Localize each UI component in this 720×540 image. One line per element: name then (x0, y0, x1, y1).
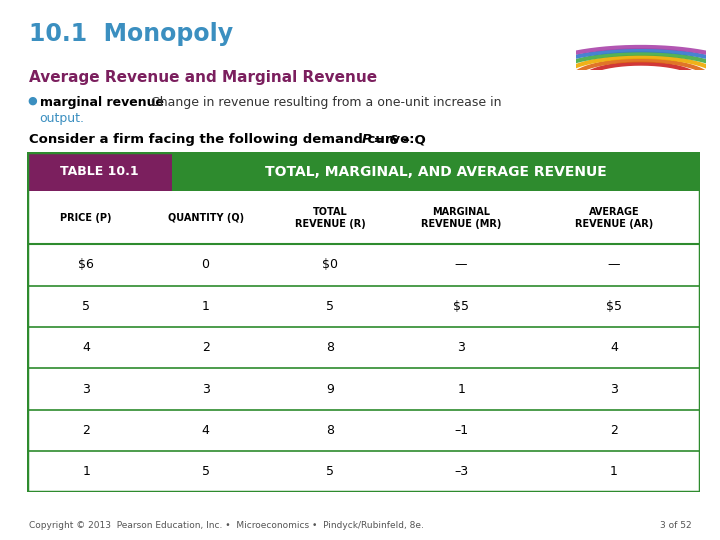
FancyBboxPatch shape (172, 152, 700, 191)
Text: TOTAL, MARGINAL, AND AVERAGE REVENUE: TOTAL, MARGINAL, AND AVERAGE REVENUE (265, 165, 607, 179)
FancyBboxPatch shape (27, 152, 172, 191)
Text: Copyright © 2013  Pearson Education, Inc. •  Microeconomics •  Pindyck/Rubinfeld: Copyright © 2013 Pearson Education, Inc.… (29, 521, 423, 530)
Text: 1: 1 (82, 465, 90, 478)
Text: 8: 8 (326, 424, 334, 437)
Text: $0: $0 (322, 258, 338, 271)
Text: marginal revenue: marginal revenue (40, 96, 163, 109)
Text: 5: 5 (82, 300, 90, 313)
Text: —: — (608, 258, 621, 271)
Text: –1: –1 (454, 424, 468, 437)
Text: 4: 4 (82, 341, 90, 354)
Text: 3: 3 (202, 382, 210, 395)
Text: P: P (361, 133, 372, 146)
Text: Change in revenue resulting from a one-unit increase in: Change in revenue resulting from a one-u… (139, 96, 501, 109)
Text: 9: 9 (326, 382, 334, 395)
Text: MARGINAL
REVENUE (MR): MARGINAL REVENUE (MR) (421, 207, 501, 229)
Text: $5: $5 (453, 300, 469, 313)
Text: $5: $5 (606, 300, 622, 313)
Text: 3: 3 (610, 382, 618, 395)
Text: AVERAGE
REVENUE (AR): AVERAGE REVENUE (AR) (575, 207, 653, 229)
Text: –3: –3 (454, 465, 468, 478)
Text: PRICE (P): PRICE (P) (60, 213, 112, 223)
Text: 10.1  Monopoly: 10.1 Monopoly (29, 22, 233, 45)
Text: QUANTITY (Q): QUANTITY (Q) (168, 213, 243, 223)
Text: 4: 4 (202, 424, 210, 437)
Text: 1: 1 (457, 382, 465, 395)
Text: 2: 2 (610, 424, 618, 437)
Text: 3: 3 (457, 341, 465, 354)
Text: ●: ● (27, 96, 37, 106)
Text: 2: 2 (82, 424, 90, 437)
Text: 8: 8 (326, 341, 334, 354)
Text: 1: 1 (202, 300, 210, 313)
Text: 5: 5 (326, 300, 334, 313)
Text: 0: 0 (202, 258, 210, 271)
Text: 3: 3 (82, 382, 90, 395)
Text: 1: 1 (610, 465, 618, 478)
Text: 5: 5 (326, 465, 334, 478)
Text: Average Revenue and Marginal Revenue: Average Revenue and Marginal Revenue (29, 70, 377, 85)
Text: 4: 4 (610, 341, 618, 354)
Text: 5: 5 (202, 465, 210, 478)
Text: —: — (455, 258, 467, 271)
Text: 3 of 52: 3 of 52 (660, 521, 691, 530)
Text: TABLE 10.1: TABLE 10.1 (60, 165, 139, 178)
Text: $6: $6 (78, 258, 94, 271)
Text: Consider a firm facing the following demand curve:: Consider a firm facing the following dem… (29, 133, 423, 146)
Text: 2: 2 (202, 341, 210, 354)
Text: output.: output. (40, 112, 85, 125)
Text: = 6 – Q: = 6 – Q (369, 133, 426, 146)
Text: TOTAL
REVENUE (R): TOTAL REVENUE (R) (294, 207, 365, 229)
